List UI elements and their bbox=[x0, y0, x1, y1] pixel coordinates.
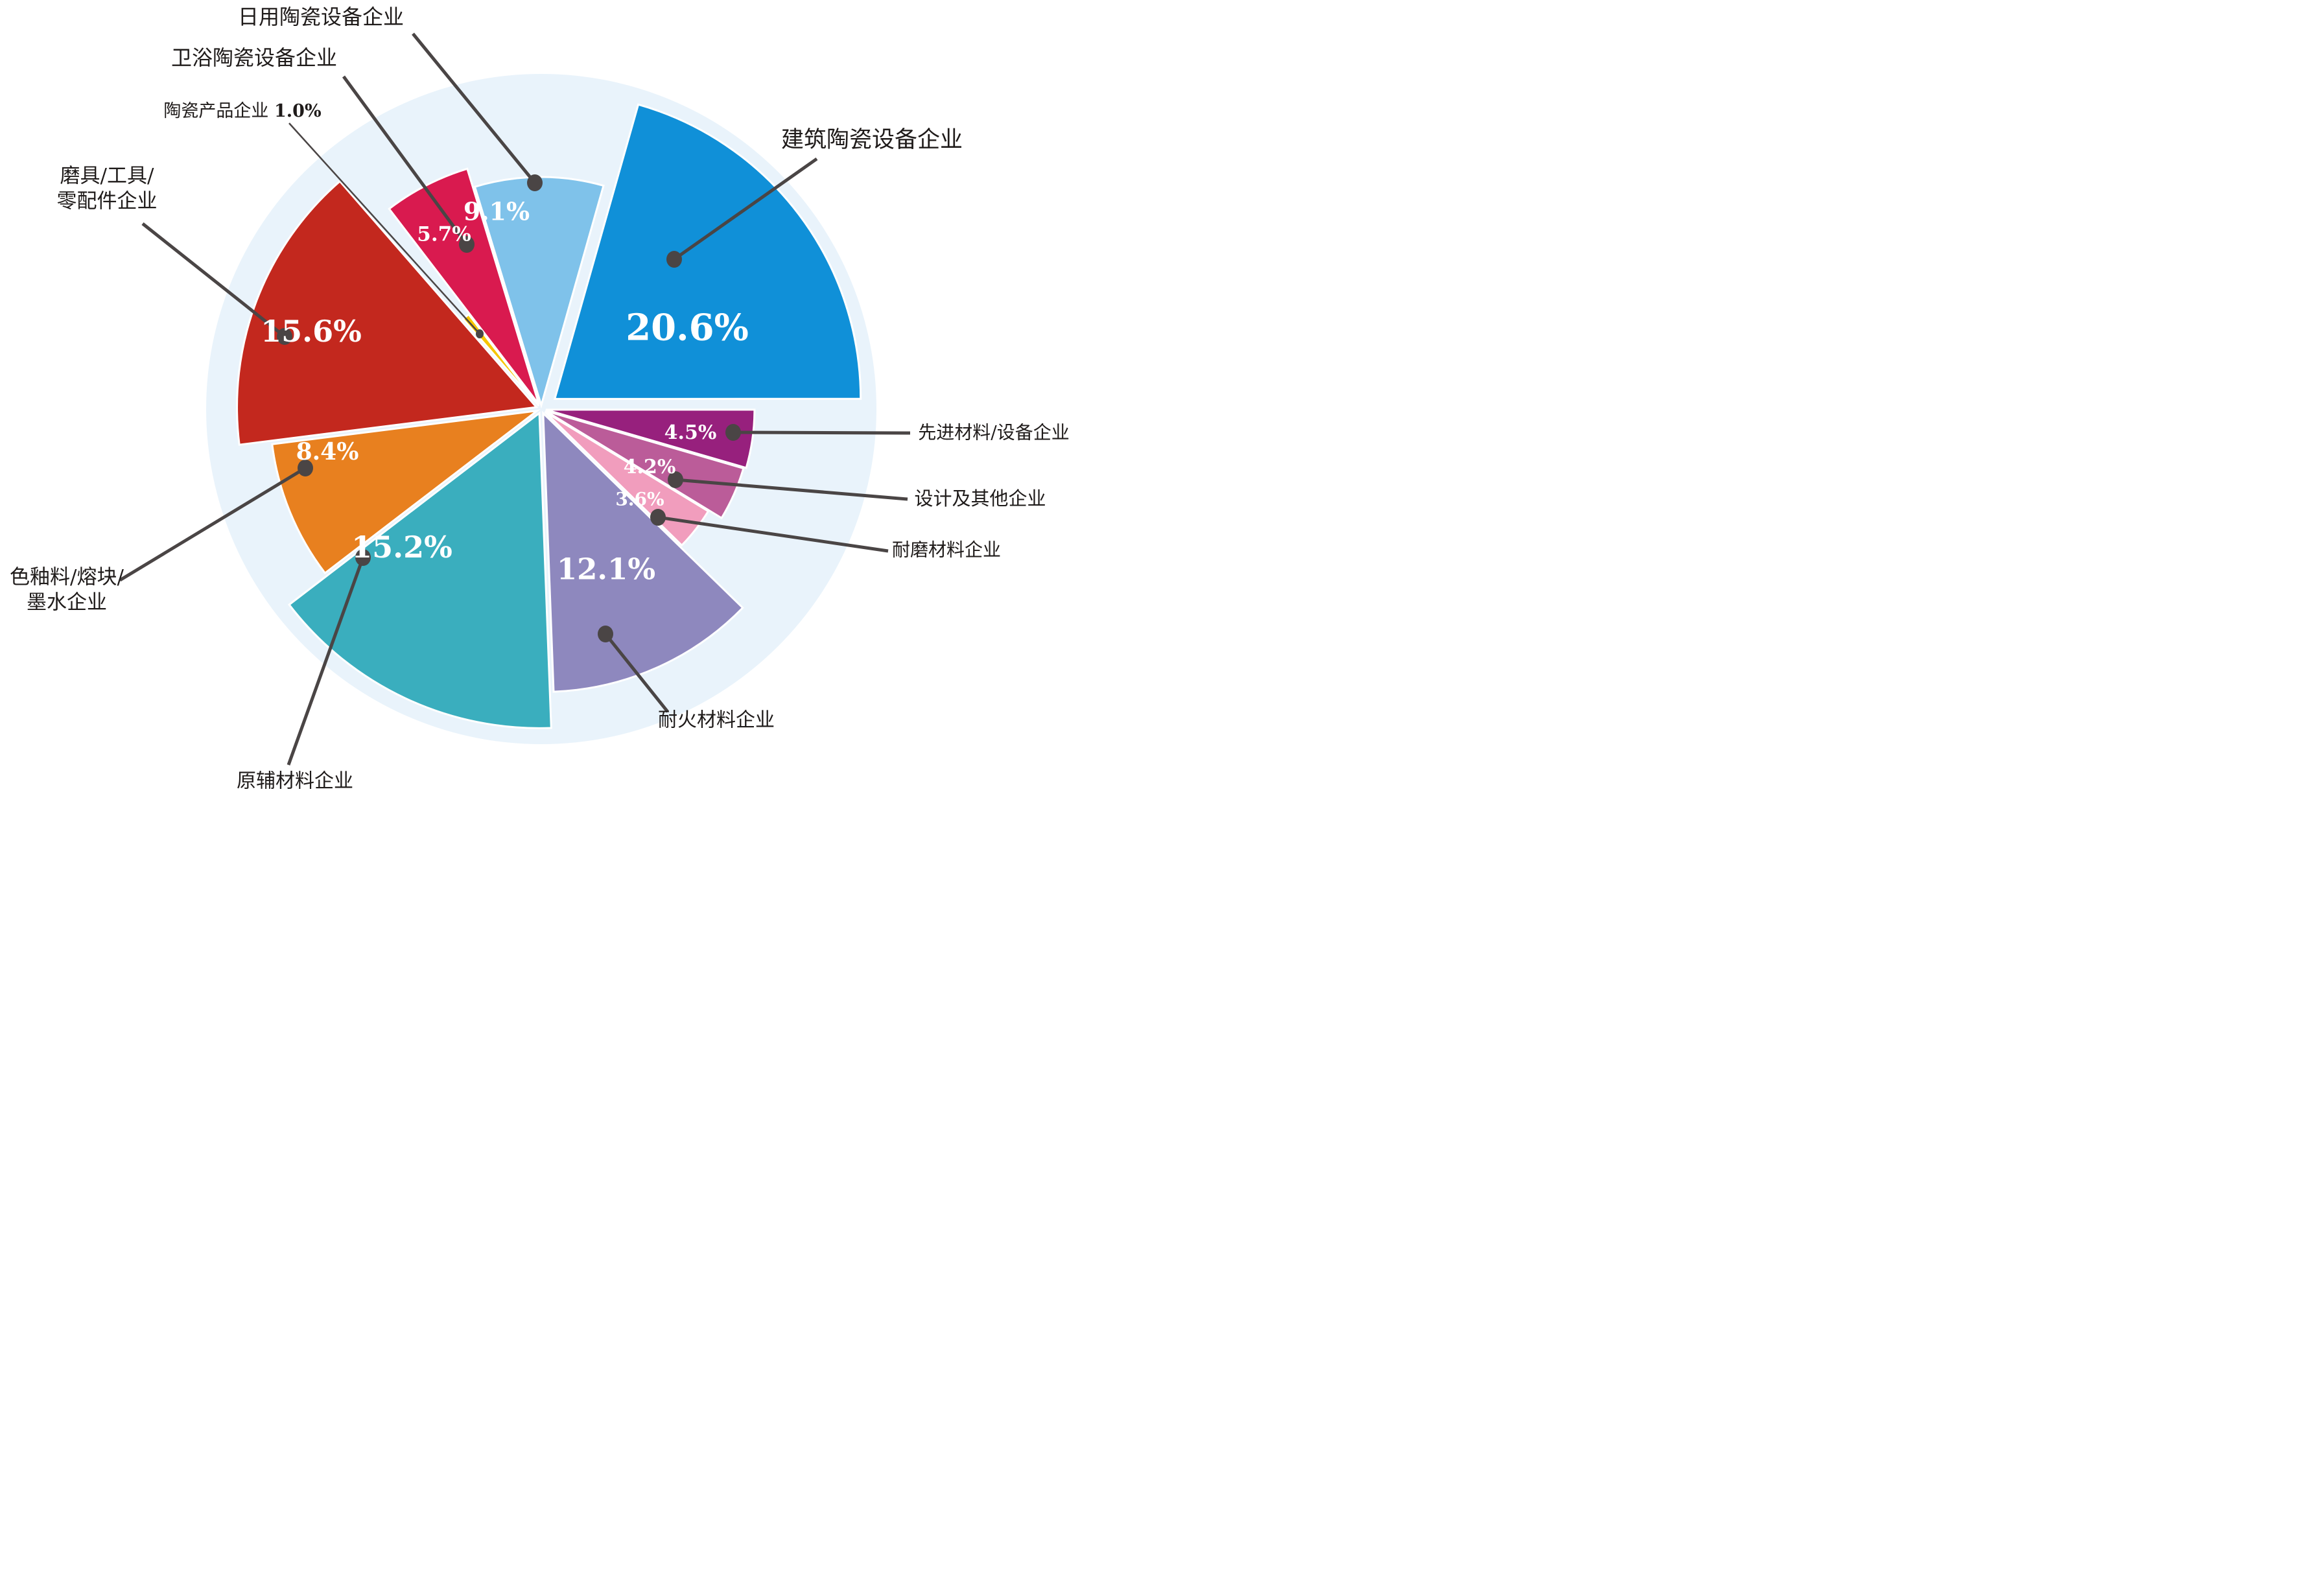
slice-abrasives-tools-parts bbox=[236, 180, 539, 446]
slice-wear-resistant-materials bbox=[544, 411, 710, 547]
callout-text-building-ceramic-equipment: 建筑陶瓷设备企业 bbox=[781, 127, 963, 154]
leader-line-refractory-materials bbox=[604, 633, 669, 713]
callout-text-ceramic-products: 陶瓷产品企业 bbox=[163, 101, 274, 122]
slice-refractory-materials bbox=[542, 410, 744, 693]
leader-line-raw-auxiliary-materials bbox=[287, 557, 365, 766]
callout-text-glaze-frit-ink: 色釉料/熔块/ 墨水企业 bbox=[10, 565, 124, 614]
callout-label-glaze-frit-ink: 色釉料/熔块/ 墨水企业 bbox=[10, 565, 124, 615]
pct-label-daily-use-ceramic-equipment: 9.1% bbox=[464, 197, 530, 226]
leader-line-wear-resistant-materials bbox=[657, 515, 889, 553]
callout-text-wear-resistant-materials: 耐磨材料企业 bbox=[891, 539, 1002, 561]
leader-dot-refractory-materials bbox=[598, 626, 613, 642]
leader-dot-daily-use-ceramic-equipment bbox=[527, 174, 543, 191]
rose-pie-chart: 9.1% 20.6% 4.5% 4.2% 3.6% 12.1% 15.2% 8.4% 15.6%… bbox=[0, 0, 1162, 797]
slice-glaze-frit-ink bbox=[271, 409, 541, 575]
pct-label-glaze-frit-ink: 8.4% bbox=[296, 438, 359, 465]
leader-line-building-ceramic-equipment bbox=[673, 157, 818, 261]
callout-label-building-ceramic-equipment: 建筑陶瓷设备企业 bbox=[781, 126, 963, 155]
slice-sanitary-ceramic-equipment bbox=[388, 167, 540, 405]
chart-canvas: 9.1% 20.6% 4.5% 4.2% 3.6% 12.1% 15.2% 8.4% 15.6%… bbox=[119, 32, 911, 766]
leader-dot-building-ceramic-equipment bbox=[666, 251, 682, 268]
leader-line-glaze-frit-ink bbox=[119, 466, 307, 582]
slice-raw-auxiliary-materials bbox=[287, 411, 552, 729]
pct-label-abrasives-tools-parts: 15.6% bbox=[261, 314, 362, 349]
pct-label-refractory-materials: 12.1% bbox=[557, 552, 655, 587]
leader-line-ceramic-products bbox=[288, 123, 480, 334]
callout-text-design-and-others: 设计及其他企业 bbox=[914, 487, 1046, 510]
callout-pct-ceramic-products: 1.0% bbox=[274, 101, 322, 122]
leader-dot-design-and-others bbox=[668, 471, 683, 488]
callout-label-sanitary-ceramic-equipment: 卫浴陶瓷设备企业 bbox=[171, 45, 337, 71]
pct-label-wear-resistant-materials: 3.6% bbox=[615, 489, 664, 510]
pct-label-advanced-materials-equipment: 4.5% bbox=[664, 421, 717, 444]
slice-design-and-others bbox=[545, 410, 745, 520]
callout-text-daily-use-ceramic-equipment: 日用陶瓷设备企业 bbox=[237, 5, 405, 29]
callout-text-abrasives-tools-parts: 磨具/工具/ 零配件企业 bbox=[56, 164, 158, 213]
leader-line-sanitary-ceramic-equipment bbox=[342, 75, 469, 246]
callout-text-refractory-materials: 耐火材料企业 bbox=[658, 709, 775, 732]
leader-dot-abrasives-tools-parts bbox=[277, 328, 292, 345]
leader-line-abrasives-tools-parts bbox=[141, 222, 286, 338]
leader-dot-advanced-materials-equipment bbox=[725, 424, 741, 441]
leader-line-advanced-materials-equipment bbox=[733, 430, 911, 435]
callout-text-raw-auxiliary-materials: 原辅材料企业 bbox=[237, 769, 353, 793]
slice-advanced-materials-equipment bbox=[545, 408, 756, 469]
callout-label-abrasives-tools-parts: 磨具/工具/ 零配件企业 bbox=[57, 163, 158, 214]
leader-dot-ceramic-products bbox=[476, 329, 484, 338]
callout-label-wear-resistant-materials: 耐磨材料企业 bbox=[892, 539, 1001, 561]
pct-label-building-ceramic-equipment: 20.6% bbox=[626, 307, 749, 349]
callout-label-daily-use-ceramic-equipment: 日用陶瓷设备企业 bbox=[238, 4, 404, 30]
leader-line-daily-use-ceramic-equipment bbox=[412, 32, 536, 184]
pct-label-sanitary-ceramic-equipment: 5.7% bbox=[417, 223, 471, 246]
leader-dot-wear-resistant-materials bbox=[650, 509, 666, 526]
leader-line-design-and-others bbox=[675, 478, 908, 501]
callout-label-design-and-others: 设计及其他企业 bbox=[914, 487, 1046, 510]
callout-label-advanced-materials-equipment: 先进材料/设备企业 bbox=[918, 421, 1069, 444]
leader-dot-glaze-frit-ink bbox=[298, 460, 313, 476]
leader-dot-sanitary-ceramic-equipment bbox=[459, 236, 475, 253]
callout-label-raw-auxiliary-materials: 原辅材料企业 bbox=[237, 769, 353, 793]
pct-label-raw-auxiliary-materials: 15.2% bbox=[351, 530, 452, 565]
slice-building-ceramic-equipment bbox=[553, 103, 862, 400]
leader-dot-raw-auxiliary-materials bbox=[355, 549, 371, 566]
callout-text-advanced-materials-equipment: 先进材料/设备企业 bbox=[918, 421, 1070, 443]
callout-label-ceramic-products: 陶瓷产品企业 1.0% bbox=[163, 100, 321, 123]
pct-label-design-and-others: 4.2% bbox=[624, 456, 676, 478]
callout-text-sanitary-ceramic-equipment: 卫浴陶瓷设备企业 bbox=[170, 45, 338, 70]
callout-label-refractory-materials: 耐火材料企业 bbox=[658, 708, 775, 733]
